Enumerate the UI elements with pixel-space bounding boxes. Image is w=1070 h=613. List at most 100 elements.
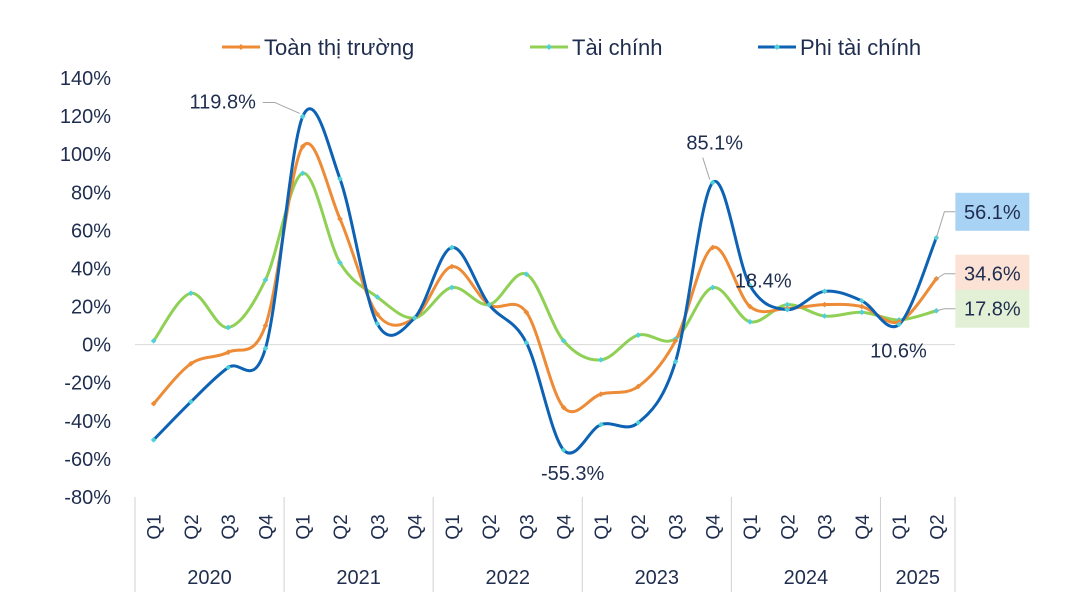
legend-label: Toàn thị trường <box>264 35 414 60</box>
x-tick-label: Q3 <box>368 514 389 539</box>
data-point <box>597 356 604 363</box>
data-point <box>709 284 716 291</box>
x-group-label: 2023 <box>635 567 680 589</box>
series-lines <box>152 107 938 455</box>
x-group-label: 2021 <box>336 567 381 589</box>
data-point <box>448 263 455 270</box>
data-point <box>821 313 828 320</box>
y-tick-label: 40% <box>71 258 111 280</box>
annotation-box <box>955 289 1030 328</box>
data-point <box>747 282 753 289</box>
data-point <box>523 271 530 278</box>
annotation-label: 34.6% <box>964 264 1021 286</box>
y-tick-label: 20% <box>71 297 111 319</box>
y-tick-label: -80% <box>64 487 111 509</box>
annotation-label: 56.1% <box>964 202 1021 224</box>
y-tick-label: -20% <box>64 373 111 395</box>
data-point <box>486 301 493 308</box>
data-point <box>597 391 604 398</box>
x-group-label: 2020 <box>187 567 232 589</box>
x-tick-label: Q3 <box>816 514 837 539</box>
data-point <box>262 276 269 283</box>
data-point <box>225 364 232 371</box>
annotation-label: 18.4% <box>735 271 792 293</box>
data-point <box>374 294 381 300</box>
data-point <box>672 337 679 344</box>
data-point <box>523 309 530 316</box>
x-tick-label: Q4 <box>704 514 725 540</box>
data-point <box>374 320 381 327</box>
annotations: 119.8% 85.1% -55.3% 18.4% 10.6% 56.1% 34.6% 17.… <box>190 91 1030 485</box>
y-tick-label: 120% <box>60 106 111 128</box>
series-line-0 <box>152 142 938 414</box>
x-tick-label: Q3 <box>517 514 538 539</box>
data-point <box>747 318 753 325</box>
annotation-label: 85.1% <box>686 133 743 155</box>
data-point <box>150 436 157 443</box>
y-tick-label: 0% <box>82 335 111 357</box>
data-point <box>560 337 567 344</box>
legend-label: Phi tài chính <box>800 35 921 60</box>
data-point <box>299 113 306 120</box>
x-tick-label: Q1 <box>294 514 315 539</box>
data-point <box>337 215 343 222</box>
x-tick-label: Q2 <box>480 514 501 539</box>
x-tick-label: Q3 <box>666 514 687 539</box>
data-point <box>448 244 455 251</box>
x-tick-label: Q4 <box>406 514 427 540</box>
y-tick-label: -40% <box>64 411 111 433</box>
data-point <box>635 383 642 390</box>
annotation-label: 119.8% <box>190 91 257 113</box>
series-line-2 <box>152 107 938 455</box>
annotation-box <box>955 192 1030 231</box>
y-tick-label: 60% <box>71 220 111 242</box>
x-tick-label: Q2 <box>331 514 352 539</box>
x-tick-label: Q3 <box>219 514 240 539</box>
legend-label: Tài chính <box>572 35 663 60</box>
legend-marker-2 <box>774 44 780 50</box>
data-point <box>150 400 157 407</box>
data-point <box>523 339 530 346</box>
data-point <box>896 321 903 328</box>
data-point <box>858 303 865 310</box>
data-point <box>448 284 455 291</box>
x-tick-label: Q1 <box>890 514 911 539</box>
annotation-leader <box>936 308 956 312</box>
data-point <box>597 421 604 428</box>
series-points <box>150 113 940 453</box>
data-point <box>560 404 567 411</box>
data-point <box>225 324 232 331</box>
x-tick-label: Q4 <box>256 514 277 540</box>
data-point <box>337 259 343 266</box>
annotation-label: 17.8% <box>964 299 1021 321</box>
data-point <box>560 447 567 453</box>
y-tick-label: -60% <box>64 449 111 471</box>
x-tick-label: Q1 <box>145 514 166 539</box>
x-group-label: 2025 <box>895 567 940 589</box>
x-tick-label: Q2 <box>182 514 203 539</box>
x-tick-label: Q1 <box>592 514 613 539</box>
x-axis: Q1 Q2 Q3 Q4 Q1 Q2 Q3 Q4 Q1 Q2 Q3 Q4 Q1 Q2 Q3 Q4 Q1 Q2 Q3 Q4… <box>134 497 956 592</box>
annotation-leader <box>262 101 300 114</box>
x-tick-label: Q2 <box>927 514 948 539</box>
series-line-1 <box>152 171 937 362</box>
data-point <box>709 244 716 251</box>
data-point <box>187 398 194 405</box>
annotation-label: 10.6% <box>870 340 927 362</box>
x-group-label: 2022 <box>485 567 530 589</box>
annotation-box <box>955 254 1030 293</box>
data-point <box>784 306 791 313</box>
data-point <box>374 311 381 318</box>
y-tick-label: 140% <box>60 68 111 90</box>
data-point <box>262 322 269 329</box>
data-point <box>262 345 269 352</box>
data-point <box>411 315 418 321</box>
data-point <box>187 290 194 297</box>
y-tick-label: 100% <box>60 144 111 166</box>
data-point <box>150 337 157 344</box>
legend-marker-0 <box>238 44 244 50</box>
data-point <box>821 301 828 308</box>
data-point <box>747 303 753 310</box>
y-tick-label: 80% <box>71 182 111 204</box>
